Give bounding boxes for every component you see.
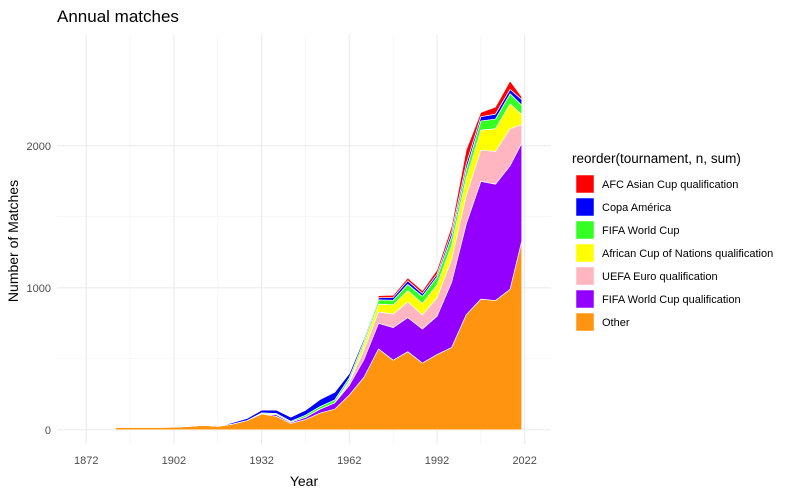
y-tick-label: 0 xyxy=(45,425,51,437)
stacked-areas xyxy=(115,80,523,431)
legend-swatch xyxy=(575,174,595,194)
y-axis-label: Number of Matches xyxy=(5,180,21,302)
y-tick-label: 2000 xyxy=(27,141,51,153)
legend-title: reorder(tournament, n, sum) xyxy=(572,151,741,166)
x-tick-label: 1872 xyxy=(74,455,98,467)
legend-swatch xyxy=(575,266,595,286)
x-tick-labels: 1872 1902 1932 1962 1992 2022 xyxy=(74,455,537,467)
x-tick-label: 2022 xyxy=(512,455,536,467)
y-tick-labels: 0 1000 2000 xyxy=(27,141,51,437)
legend-swatch xyxy=(575,220,595,240)
legend-label: AFC Asian Cup qualification xyxy=(602,179,738,191)
x-tick-label: 1962 xyxy=(337,455,361,467)
x-tick-label: 1902 xyxy=(162,455,186,467)
legend-swatch xyxy=(575,243,595,263)
legend-label: African Cup of Nations qualification xyxy=(602,248,773,260)
x-tick-label: 1932 xyxy=(249,455,273,467)
legend-label: Copa América xyxy=(602,202,672,214)
legend-swatch xyxy=(575,312,595,332)
area-afc-asian-cup-qualification xyxy=(115,80,523,428)
x-tick-label: 1992 xyxy=(425,455,449,467)
legend-label: Other xyxy=(602,317,630,329)
y-tick-label: 1000 xyxy=(27,283,51,295)
legend-label: FIFA World Cup qualification xyxy=(602,294,741,306)
chart-title: Annual matches xyxy=(57,7,179,26)
legend-label: FIFA World Cup xyxy=(602,225,679,237)
legend: AFC Asian Cup qualification Copa América F… xyxy=(575,174,773,332)
legend-swatch xyxy=(575,197,595,217)
x-axis-label: Year xyxy=(290,473,319,489)
legend-label: UEFA Euro qualification xyxy=(602,271,718,283)
legend-swatch xyxy=(575,289,595,309)
